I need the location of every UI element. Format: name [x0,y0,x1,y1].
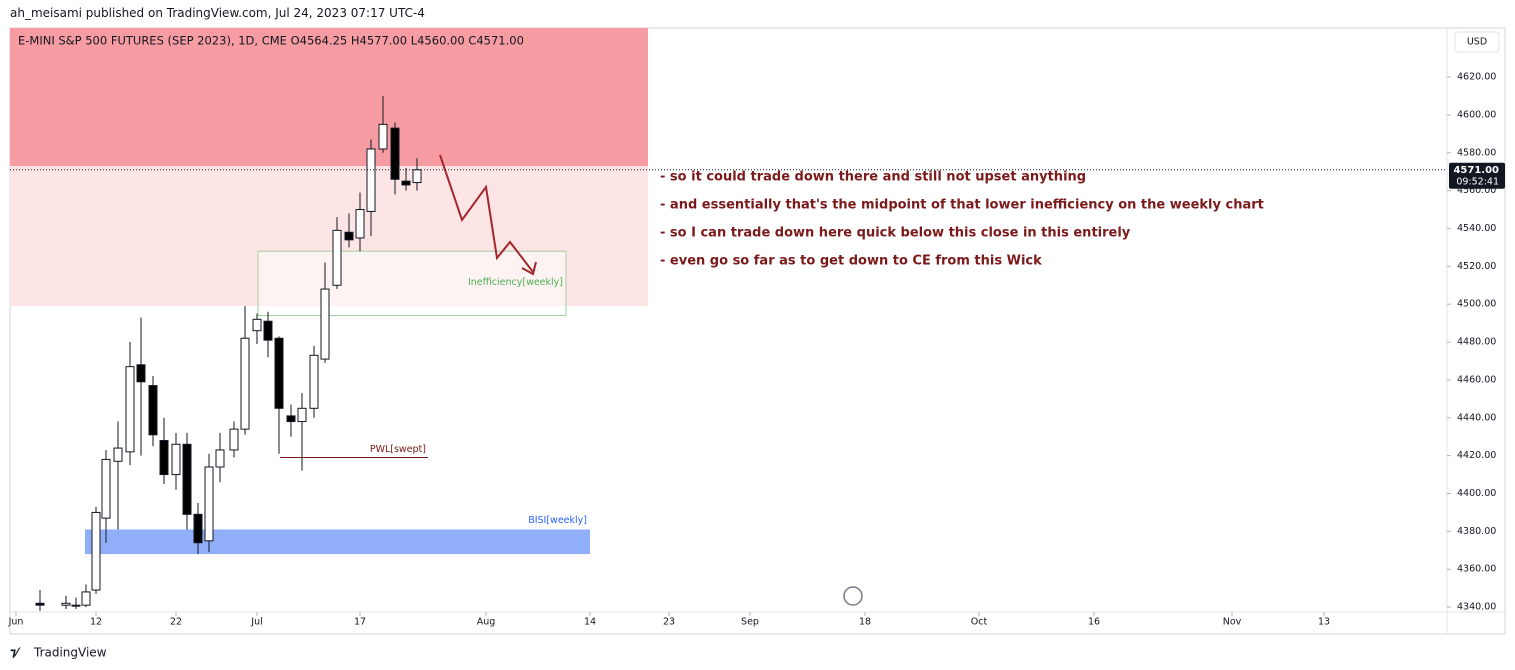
candle-body [71,604,81,607]
zone [257,250,567,317]
candle-body [320,288,330,360]
x-tick-label: Aug [477,617,496,628]
candle-body [91,511,101,591]
candle-body [366,148,376,212]
x-tick-label: Oct [971,617,988,628]
logo: ⁊⁄ [10,646,21,660]
y-tick-label: 4500.00 [1457,299,1496,310]
y-tick-label: 4440.00 [1457,412,1496,423]
countdown: 09:52:41 [1456,176,1499,187]
candle-body [159,439,169,476]
last-price-tag [1449,162,1505,189]
candle-body [148,385,158,436]
annotation: - so it could trade down there and still… [660,170,1086,185]
currency-button[interactable] [1454,31,1500,53]
plot: PWL[swept] [35,95,428,611]
x-tick-label: 23 [663,617,675,628]
candle-body [171,443,181,476]
chart-title: E-MINI S&P 500 FUTURES (SEP 2023), 1D, C… [18,34,524,48]
x-tick-label: Jun [8,617,24,628]
candle-body [204,466,214,542]
candle-body [263,320,273,341]
candle-body [344,231,354,241]
candle-body [215,449,225,468]
x-tick-label: 22 [170,617,182,628]
candle-body [35,602,45,606]
candle-body [125,366,135,453]
y-tick-label: 4480.00 [1457,337,1496,348]
candle-body [286,415,296,423]
candle-body [101,458,111,519]
y-tick-label: 4560.00 [1457,185,1496,196]
y-tick-label: 4600.00 [1457,109,1496,120]
candle-body [412,169,422,184]
candle-body [61,602,71,606]
candle-body [240,337,250,430]
annotation: - so I can trade down here quick below t… [660,226,1131,241]
x-tick-label: 13 [1318,617,1330,628]
candle-body [229,428,239,451]
y-tick-label: 4420.00 [1457,450,1496,461]
annotation: - and essentially that's the midpoint of… [660,198,1264,213]
candle-body [390,127,400,180]
x-tick-label: Sep [741,617,759,628]
x-tick-label: 14 [584,617,596,628]
publish-note: ah_meisami published on TradingView.com,… [10,6,425,20]
candle-body [182,443,192,515]
y-tick-label: 4340.00 [1457,602,1496,613]
candle-body [136,364,146,383]
y-tick-label: 4520.00 [1457,261,1496,272]
level-label: PWL[swept] [370,444,426,455]
zone-label: Inefficiency[weekly] [468,277,563,288]
y-tick-label: 4580.00 [1457,147,1496,158]
candle-body [193,513,203,544]
x-tick-label: Nov [1223,617,1242,628]
currency[interactable]: USD [1467,37,1487,48]
zone [85,529,590,555]
annotation: - even go so far as to get down to CE fr… [660,254,1042,269]
frame [9,27,1506,635]
x-tick-label: 17 [354,617,366,628]
candle-body [401,180,411,186]
y-tick-label: 4380.00 [1457,526,1496,537]
projection-arrow [439,154,534,273]
timer-icon[interactable] [843,586,863,606]
zones: Inefficiency[weekly] BISI[weekly] [10,28,648,555]
x-tick-label: 12 [90,617,102,628]
candle-body [332,229,342,286]
candle-body [355,209,365,239]
y-tick-label: 4360.00 [1457,564,1496,575]
candle-body [274,337,284,409]
candle-body [113,447,123,462]
last-price-label: 4571.00 [1453,165,1499,176]
footer: TradingView [33,646,107,660]
arrow-head [521,261,537,276]
candle-body [81,591,91,606]
x-tick-label: 18 [859,617,871,628]
y-tick-label: 4400.00 [1457,488,1496,499]
x-tick-label: Jul [250,617,262,628]
candle-body [309,354,319,409]
zone-label: BISI[weekly] [528,515,587,526]
candle-body [378,123,388,150]
x-tick-label: 16 [1088,617,1100,628]
y-tick-label: 4620.00 [1457,72,1496,83]
y-tick-label: 4460.00 [1457,374,1496,385]
y-tick-label: 4540.00 [1457,223,1496,234]
candle-body [297,407,307,423]
zone [10,28,648,167]
candle-body [252,318,262,332]
